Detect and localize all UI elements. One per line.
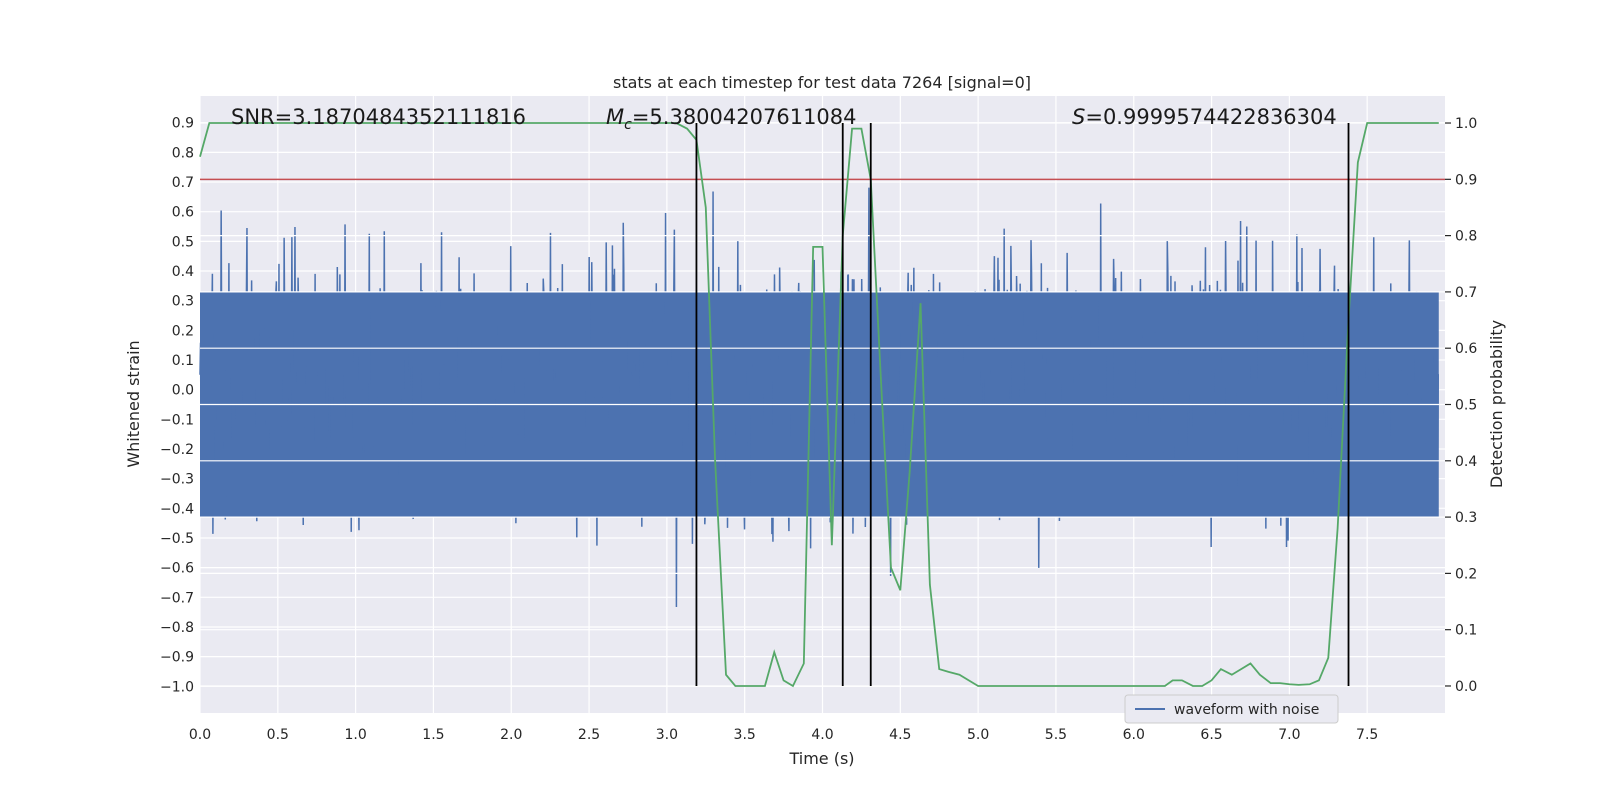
y-right-tick-label-4: 0.6 (1455, 341, 1477, 357)
y-left-tick-label-2: 0.7 (172, 175, 194, 191)
y-left-tick-label-1: 0.8 (172, 145, 194, 161)
y-right-tick-label-5: 0.5 (1455, 398, 1477, 414)
y-left-tick-label-17: −0.8 (160, 620, 194, 636)
x-tick-label-10: 5.0 (967, 727, 989, 743)
y-right-tick-label-3: 0.7 (1455, 285, 1477, 301)
x-tick-label-6: 3.0 (656, 727, 678, 743)
chart-title: stats at each timestep for test data 726… (613, 73, 1031, 92)
x-axis-title: Time (s) (788, 749, 854, 768)
waveform-line (199, 187, 1440, 608)
y-left-tick-label-13: −0.4 (160, 501, 194, 517)
y-left-tick-label-14: −0.5 (160, 531, 194, 547)
x-tick-label-13: 6.5 (1200, 727, 1222, 743)
y-right-tick-label-6: 0.4 (1455, 454, 1477, 470)
s-annotation: S=0.9999574422836304 (1072, 105, 1337, 129)
x-tick-label-0: 0.0 (189, 727, 211, 743)
y-left-tick-label-8: 0.1 (172, 353, 194, 369)
y-left-tick-label-16: −0.7 (160, 590, 194, 606)
x-tick-label-9: 4.5 (889, 727, 911, 743)
vertical-lines (695, 123, 1350, 686)
mc-symbol: M (606, 105, 624, 129)
mc-value: =5.38004207611084 (632, 105, 857, 129)
y-right-tick-label-9: 0.1 (1455, 623, 1477, 639)
y-left-tick-label-6: 0.3 (172, 294, 194, 310)
x-tick-label-5: 2.5 (578, 727, 600, 743)
x-tick-label-11: 5.5 (1045, 727, 1067, 743)
y-left-tick-label-19: −1.0 (160, 679, 194, 695)
legend: waveform with noise (1124, 694, 1339, 724)
y-right-axis-ticks: 1.0 0.9 0.8 0.7 0.6 0.5 0.4 0.3 0.2 0.1 0.0 (1445, 116, 1477, 695)
x-tick-label-3: 1.5 (422, 727, 444, 743)
y-left-tick-label-0: 0.9 (172, 116, 194, 132)
legend-box (1124, 694, 1339, 724)
x-tick-label-7: 3.5 (734, 727, 756, 743)
y-left-tick-label-11: −0.2 (160, 442, 194, 458)
x-tick-label-1: 0.5 (267, 727, 289, 743)
y-left-tick-label-10: −0.1 (160, 412, 194, 428)
x-tick-label-14: 7.0 (1278, 727, 1300, 743)
y-left-tick-label-4: 0.5 (172, 234, 194, 250)
y-left-axis-ticks: 0.9 0.8 0.7 0.6 0.5 0.4 0.3 0.2 0.1 0.0 −0.1 −0.2 −0… (160, 116, 194, 696)
y-right-tick-label-7: 0.3 (1455, 510, 1477, 526)
y-right-tick-label-10: 0.0 (1455, 679, 1477, 695)
x-tick-label-2: 1.0 (344, 727, 366, 743)
y-left-tick-label-12: −0.3 (160, 472, 194, 488)
legend-label-waveform: waveform with noise (1174, 702, 1319, 718)
y-left-tick-label-9: 0.0 (172, 383, 194, 399)
probability-line (199, 122, 1439, 688)
x-axis-ticks: 0.0 0.5 1.0 1.5 2.0 2.5 3.0 3.5 4.0 4.5 5.0 5.5 6.0 6… (189, 727, 1378, 743)
x-tick-label-8: 4.0 (811, 727, 833, 743)
mc-subscript: c (624, 117, 632, 133)
s-symbol: S (1072, 105, 1085, 129)
y-left-tick-label-5: 0.4 (172, 264, 194, 280)
y-right-tick-label-8: 0.2 (1455, 566, 1477, 582)
y-right-tick-label-1: 0.9 (1455, 172, 1477, 188)
x-tick-label-12: 6.0 (1123, 727, 1145, 743)
x-tick-label-4: 2.0 (500, 727, 522, 743)
y-right-tick-label-0: 1.0 (1455, 116, 1477, 132)
y-left-tick-label-3: 0.6 (172, 205, 194, 221)
y-left-tick-label-18: −0.9 (160, 650, 194, 666)
x-tick-label-15: 7.5 (1356, 727, 1378, 743)
y-left-axis-title: Whitened strain (124, 340, 143, 467)
y-left-tick-label-7: 0.2 (172, 323, 194, 339)
mc-annotation: Mc=5.38004207611084 (606, 105, 857, 133)
y-right-axis-title: Detection probability (1487, 320, 1506, 488)
snr-annotation: SNR=3.1870484352111816 (231, 105, 526, 129)
y-right-tick-label-2: 0.8 (1455, 229, 1477, 245)
y-left-tick-label-15: −0.6 (160, 561, 194, 577)
probability-series (199, 122, 1439, 688)
s-value: =0.9999574422836304 (1085, 105, 1336, 129)
